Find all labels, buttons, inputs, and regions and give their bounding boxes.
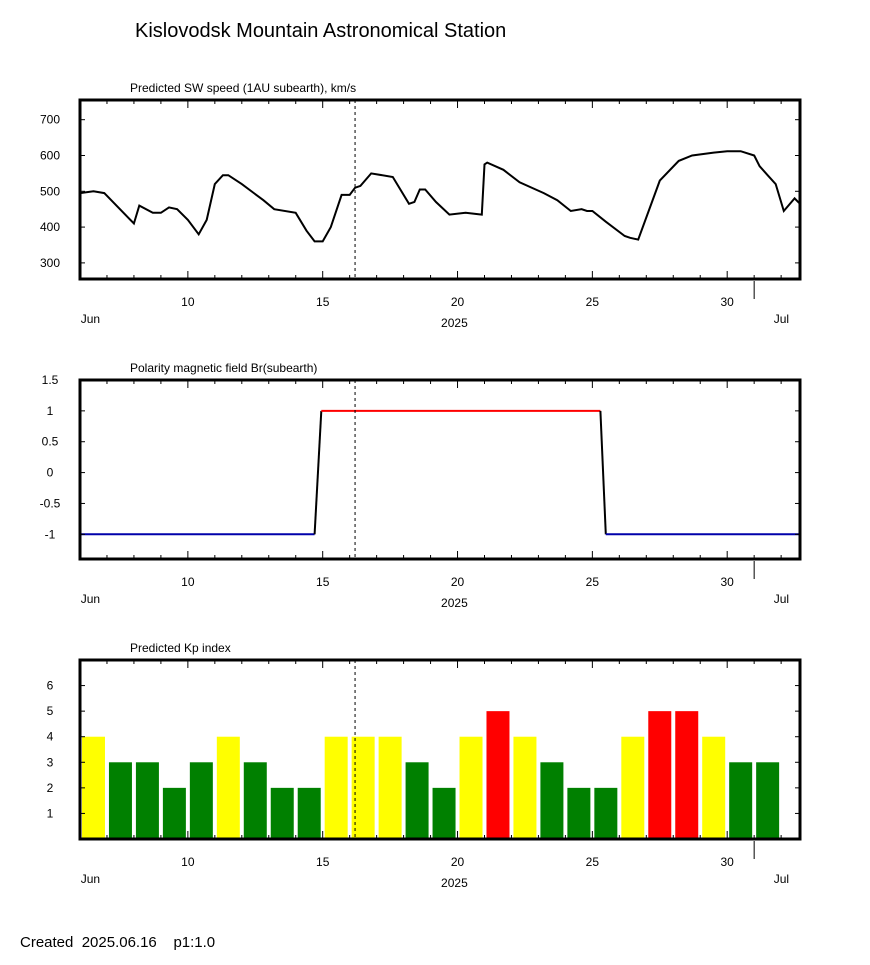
kp-bar bbox=[486, 711, 510, 839]
series-line bbox=[313, 410, 323, 535]
kp-bar bbox=[567, 787, 591, 839]
y-tick-label: 4 bbox=[47, 730, 54, 744]
x-axis-label: 2025 bbox=[441, 876, 468, 890]
series-line bbox=[599, 410, 607, 535]
y-tick-label: 1.5 bbox=[42, 373, 59, 387]
kp-bar bbox=[270, 787, 294, 839]
x-tick-label: 30 bbox=[721, 855, 735, 869]
kp-bar bbox=[81, 736, 105, 839]
x-tick-label: 10 bbox=[181, 855, 195, 869]
y-tick-label: 3 bbox=[47, 755, 54, 769]
chart-title: Predicted SW speed (1AU subearth), km/s bbox=[130, 81, 356, 95]
kp-bar bbox=[594, 787, 618, 839]
x-tick-label: 30 bbox=[721, 575, 735, 589]
x-tick-label: 15 bbox=[316, 575, 330, 589]
x-tick-label: 10 bbox=[181, 295, 195, 309]
plot-frame bbox=[78, 658, 802, 841]
y-tick-label: 400 bbox=[40, 220, 60, 234]
kp-bar bbox=[351, 736, 375, 839]
kp-bar bbox=[189, 762, 213, 839]
kp-bar bbox=[756, 762, 780, 839]
x-tick-label: 10 bbox=[181, 575, 195, 589]
chart-panel-1: Predicted SW speed (1AU subearth), km/s 3… bbox=[40, 81, 802, 330]
kp-bar bbox=[378, 736, 402, 839]
y-tick-label: 300 bbox=[40, 256, 60, 270]
kp-bar bbox=[216, 736, 240, 839]
kp-bar bbox=[513, 736, 537, 839]
kp-bar bbox=[162, 787, 186, 839]
x-tick-label: 15 bbox=[316, 855, 330, 869]
y-tick-label: 6 bbox=[47, 679, 54, 693]
kp-bar bbox=[459, 736, 483, 839]
y-tick-label: 2 bbox=[47, 781, 54, 795]
x-tick-label: 25 bbox=[586, 575, 600, 589]
kp-bar bbox=[243, 762, 267, 839]
x-axis-label: 2025 bbox=[441, 596, 468, 610]
y-tick-label: 1 bbox=[47, 404, 54, 418]
month-label: Jul bbox=[774, 592, 789, 606]
x-tick-label: 30 bbox=[721, 295, 735, 309]
kp-bar bbox=[135, 762, 159, 839]
month-label: Jun bbox=[81, 592, 100, 606]
y-tick-label: 1 bbox=[47, 806, 54, 820]
x-tick-label: 20 bbox=[451, 575, 465, 589]
y-tick-label: 700 bbox=[40, 113, 60, 127]
x-tick-label: 20 bbox=[451, 855, 465, 869]
chart-panel-2: Polarity magnetic field Br(subearth) -1 -0… bbox=[40, 361, 802, 610]
kp-bar bbox=[702, 736, 726, 839]
kp-bar bbox=[108, 762, 132, 839]
month-label: Jun bbox=[81, 872, 100, 886]
kp-bar bbox=[297, 787, 321, 839]
x-axis-label: 2025 bbox=[441, 316, 468, 330]
created-footer: Created 2025.06.16 p1:1.0 bbox=[20, 934, 216, 951]
y-tick-label: 0 bbox=[47, 466, 54, 480]
kp-bar bbox=[648, 711, 672, 839]
kp-bar bbox=[324, 736, 348, 839]
y-tick-label: -0.5 bbox=[40, 496, 61, 510]
x-tick-label: 20 bbox=[451, 295, 465, 309]
kp-bar bbox=[405, 762, 429, 839]
kp-bar bbox=[621, 736, 645, 839]
x-tick-label: 15 bbox=[316, 295, 330, 309]
x-tick-label: 25 bbox=[586, 855, 600, 869]
kp-bar bbox=[729, 762, 753, 839]
month-label: Jun bbox=[81, 312, 100, 326]
chart-title: Polarity magnetic field Br(subearth) bbox=[130, 361, 317, 375]
month-label: Jul bbox=[774, 872, 789, 886]
plot-frame bbox=[78, 378, 802, 561]
y-tick-label: -1 bbox=[45, 527, 56, 541]
y-tick-label: 0.5 bbox=[42, 435, 59, 449]
x-tick-label: 25 bbox=[586, 295, 600, 309]
y-tick-label: 500 bbox=[40, 184, 60, 198]
page-title: Kislovodsk Mountain Astronomical Station bbox=[135, 20, 507, 42]
month-label: Jul bbox=[774, 312, 789, 326]
plot-frame bbox=[78, 98, 802, 281]
series-line bbox=[79, 150, 801, 243]
kp-bar bbox=[540, 762, 564, 839]
kp-bar bbox=[432, 787, 456, 839]
y-tick-label: 5 bbox=[47, 704, 54, 718]
chart-title: Predicted Kp index bbox=[130, 641, 231, 655]
kp-bar bbox=[675, 711, 699, 839]
y-tick-label: 600 bbox=[40, 148, 60, 162]
